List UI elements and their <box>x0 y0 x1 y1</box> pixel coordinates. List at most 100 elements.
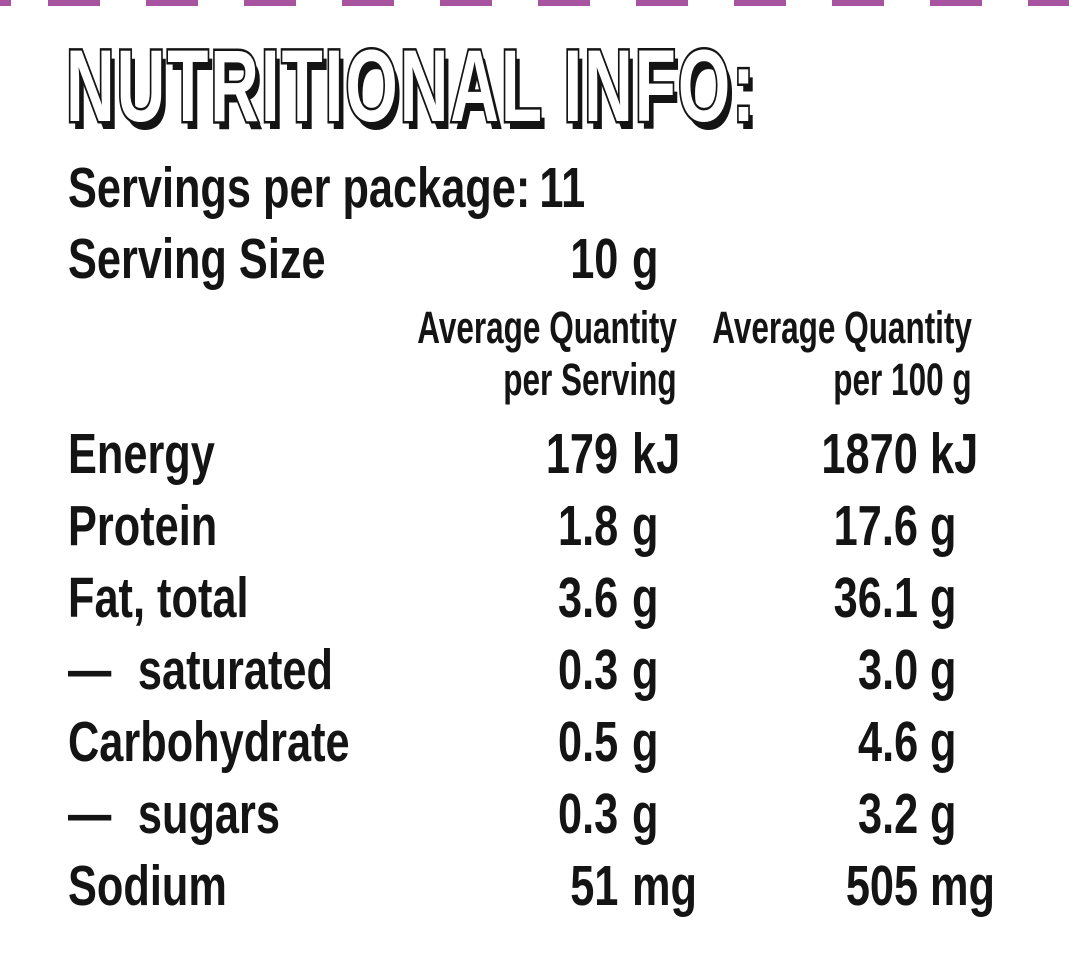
per-serving-unit-cell: kJ <box>618 418 703 490</box>
table-row: — sugars 0.3 g 3.2 g <box>0 778 1069 850</box>
per-serving-value: 3.6 <box>557 566 618 630</box>
per-100g-unit-cell: g <box>918 706 1057 778</box>
per-serving-unit: g <box>632 710 659 774</box>
table-row: Protein 1.8 g 17.6 g <box>0 490 1069 562</box>
per-100g-value-cell: 36.1 <box>703 562 918 634</box>
per-serving-value-cell: 0.5 <box>498 706 618 778</box>
per-serving-unit: kJ <box>632 422 681 486</box>
nutrient-label: saturated <box>137 638 333 702</box>
per-100g-unit: g <box>930 782 957 846</box>
per-100g-unit-cell: kJ <box>918 418 1057 490</box>
per-100g-unit: g <box>930 494 957 558</box>
per-100g-value-cell: 3.2 <box>703 778 918 850</box>
nutrient-label-cell: Protein <box>68 490 498 562</box>
table-row: — saturated 0.3 g 3.0 g <box>0 634 1069 706</box>
per-100g-value-cell: 4.6 <box>703 706 918 778</box>
per-serving-value: 0.5 <box>557 710 618 774</box>
servings-per-package-line: Servings per package: 11 <box>68 156 1069 220</box>
per-serving-value-cell: 179 <box>498 418 618 490</box>
per-serving-value-cell: 1.8 <box>498 490 618 562</box>
per-serving-value-cell: 3.6 <box>498 562 618 634</box>
per-serving-unit: g <box>632 566 659 630</box>
nutrient-label: Protein <box>68 494 218 558</box>
per-100g-value: 505 <box>845 854 918 918</box>
nutrient-label: Sodium <box>68 854 227 918</box>
nutrient-label: Carbohydrate <box>68 710 350 774</box>
per-serving-value: 1.8 <box>557 494 618 558</box>
per-serving-value-cell: 0.3 <box>498 778 618 850</box>
per-serving-value: 51 <box>569 854 618 918</box>
per-serving-unit-cell: g <box>618 634 703 706</box>
nutrient-label-cell: Fat, total <box>68 562 498 634</box>
column-header-per-serving-line2: per Serving <box>503 354 677 405</box>
per-serving-unit: g <box>632 494 659 558</box>
per-serving-value: 179 <box>545 422 618 486</box>
table-row: Fat, total 3.6 g 36.1 g <box>0 562 1069 634</box>
per-serving-unit: g <box>632 782 659 846</box>
per-100g-unit-cell: g <box>918 778 1057 850</box>
serving-size-line: Serving Size 10 g <box>0 226 1069 292</box>
per-100g-value-cell: 3.0 <box>703 634 918 706</box>
page-title: NUTRITIONAL INFO: <box>64 32 1069 141</box>
nutrient-label: Energy <box>68 422 215 486</box>
per-100g-unit: g <box>930 710 957 774</box>
servings-per-package-label: Servings per package: <box>68 156 531 220</box>
per-100g-value: 1870 <box>821 422 918 486</box>
per-serving-unit: mg <box>632 854 697 918</box>
servings-per-package-value: 11 <box>539 156 586 220</box>
page-title-text: NUTRITIONAL INFO: <box>64 29 757 143</box>
per-serving-value: 0.3 <box>557 782 618 846</box>
per-100g-value: 3.2 <box>857 782 918 846</box>
column-header-per-100g-line2: per 100 g <box>833 354 972 405</box>
nutrient-label-cell: — saturated <box>68 634 498 706</box>
serving-size-value: 10 <box>569 227 618 291</box>
per-100g-unit-cell: g <box>918 562 1057 634</box>
per-100g-value: 36.1 <box>833 566 918 630</box>
column-headers: Average Quantity per Serving Average Qua… <box>0 302 1069 406</box>
per-serving-unit-cell: g <box>618 562 703 634</box>
column-header-per-serving-line1: Average Quantity <box>417 302 677 353</box>
nutrient-rows: Energy 179 kJ 1870 kJ Protein 1.8 g 17.6 <box>0 418 1069 922</box>
per-serving-unit-cell: g <box>618 706 703 778</box>
per-serving-value-cell: 0.3 <box>498 634 618 706</box>
table-row: Energy 179 kJ 1870 kJ <box>0 418 1069 490</box>
per-100g-value-cell: 505 <box>703 850 918 922</box>
per-100g-unit: kJ <box>930 422 979 486</box>
nutrient-label-cell: — sugars <box>68 778 498 850</box>
serving-size-unit-cell: g <box>618 226 703 292</box>
per-serving-value: 0.3 <box>557 638 618 702</box>
row-dash: — <box>68 638 112 702</box>
per-serving-value-cell: 51 <box>498 850 618 922</box>
table-row: Sodium 51 mg 505 mg <box>0 850 1069 922</box>
per-serving-unit-cell: g <box>618 778 703 850</box>
per-100g-value-cell: 1870 <box>703 418 918 490</box>
per-100g-unit: g <box>930 566 957 630</box>
column-header-per-100g: Average Quantity per 100 g <box>601 302 972 406</box>
per-100g-unit: g <box>930 638 957 702</box>
nutrient-label-cell: Energy <box>68 418 498 490</box>
nutrient-label: Fat, total <box>68 566 249 630</box>
per-serving-unit: g <box>632 638 659 702</box>
table-row: Carbohydrate 0.5 g 4.6 g <box>0 706 1069 778</box>
per-100g-unit-cell: mg <box>918 850 1057 922</box>
top-dashed-border <box>0 0 1069 6</box>
per-100g-value: 3.0 <box>857 638 918 702</box>
serving-size-value-cell: 10 <box>498 226 618 292</box>
serving-size-unit: g <box>632 227 659 291</box>
serving-size-label-cell: Serving Size <box>68 226 498 292</box>
per-100g-value: 4.6 <box>857 710 918 774</box>
column-header-per-serving: Average Quantity per Serving <box>306 302 677 406</box>
per-100g-unit-cell: g <box>918 490 1057 562</box>
per-100g-unit-cell: g <box>918 634 1057 706</box>
per-100g-unit: mg <box>930 854 995 918</box>
per-100g-value: 17.6 <box>833 494 918 558</box>
per-serving-unit-cell: g <box>618 490 703 562</box>
per-100g-value-cell: 17.6 <box>703 490 918 562</box>
nutrient-label-cell: Sodium <box>68 850 498 922</box>
column-header-per-100g-line1: Average Quantity <box>712 302 972 353</box>
row-dash: — <box>68 782 112 846</box>
serving-size-label: Serving Size <box>68 227 326 291</box>
nutrient-label-cell: Carbohydrate <box>68 706 498 778</box>
per-serving-unit-cell: mg <box>618 850 703 922</box>
